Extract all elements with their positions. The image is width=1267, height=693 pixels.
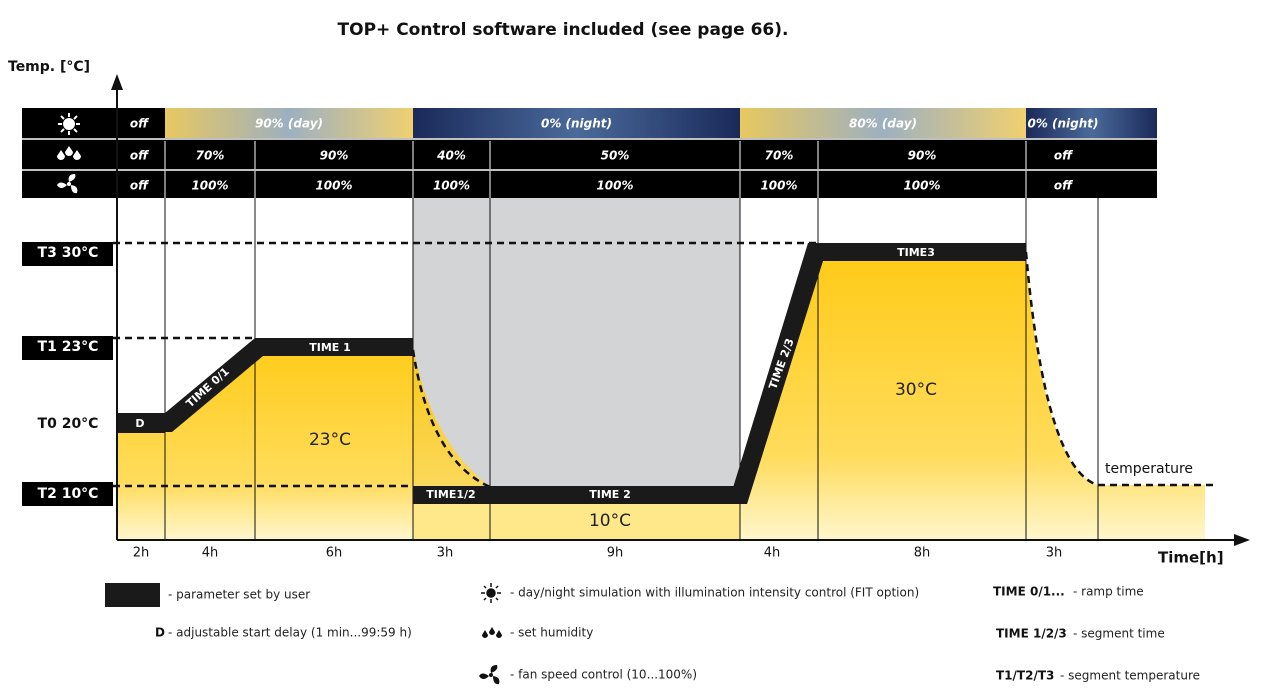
cell-text: 0% (night)	[541, 117, 612, 131]
duration-label: 4h	[764, 546, 781, 561]
cell-text: off	[1054, 179, 1073, 193]
segment-label: D	[135, 417, 144, 430]
segment-label: TIME 1	[309, 341, 351, 354]
region-label: 10°C	[589, 511, 631, 531]
night-area	[413, 198, 740, 488]
y-arrow	[111, 74, 123, 90]
duration-label: 9h	[607, 546, 624, 561]
duration-label: 8h	[914, 546, 931, 561]
legend-key: D	[155, 626, 165, 640]
cell-text: 80% (day)	[849, 117, 917, 131]
warm-area	[740, 261, 1205, 540]
cell-text: 90%	[320, 149, 349, 163]
temp-boxes	[22, 242, 113, 506]
legend-swatch	[105, 583, 160, 607]
curve-label: temperature	[1105, 461, 1193, 477]
cell-text: off	[130, 149, 149, 163]
y-axis-label: Temp. [°C]	[8, 59, 90, 75]
legend-text: - segment time	[1073, 627, 1165, 641]
profile	[117, 243, 1026, 504]
cell-text: 50%	[601, 149, 630, 163]
duration-label: 3h	[1046, 546, 1063, 561]
region-label: 23°C	[309, 430, 351, 450]
cell-text: 100%	[315, 179, 352, 193]
sun-icon	[58, 113, 80, 135]
duration-label: 4h	[202, 546, 219, 561]
legend-text: - segment temperature	[1060, 669, 1200, 683]
legend-fan-icon	[479, 665, 500, 685]
drops-icon	[57, 146, 81, 160]
segment-label: TIME1/2	[426, 488, 475, 501]
cell-text: off	[130, 179, 149, 193]
temperature-label: T1 23°C	[38, 339, 99, 355]
cell-text: 100%	[760, 179, 797, 193]
segment-label: TIME3	[897, 246, 935, 259]
legend-text: - parameter set by user	[168, 588, 310, 602]
legend-text: - day/night simulation with illumination…	[510, 586, 919, 600]
duration-label: 2h	[133, 546, 150, 561]
day-band	[165, 108, 413, 138]
temperature-label: T0 20°C	[38, 416, 99, 432]
x-axis-label: Time[h]	[1158, 549, 1224, 567]
cell-text: off	[130, 117, 149, 131]
night-band	[413, 108, 740, 138]
cell-text: 100%	[191, 179, 228, 193]
cell-text: 90% (day)	[255, 117, 323, 131]
cell-text: 40%	[436, 149, 466, 163]
row-dividers	[22, 138, 1157, 171]
fan-icon	[57, 174, 78, 194]
cell-text: 70%	[765, 149, 794, 163]
night-band	[1026, 108, 1157, 138]
cell-text: 100%	[433, 179, 470, 193]
legend-sun-icon	[481, 583, 501, 603]
reference-lines	[113, 241, 1215, 489]
cool-area	[413, 503, 740, 540]
x-arrow	[1234, 534, 1250, 546]
legend-drops-icon	[482, 627, 502, 638]
legend-text: - adjustable start delay (1 min...99:59 …	[168, 626, 412, 640]
legend-text: - fan speed control (10...100%)	[510, 668, 697, 682]
legend-text: - ramp time	[1073, 585, 1144, 599]
legend-key: TIME 1/2/3	[996, 627, 1067, 641]
cell-text: off	[1054, 149, 1073, 163]
temperature-label: T2 10°C	[38, 486, 99, 502]
cell-text: 70%	[196, 149, 225, 163]
day-band	[740, 108, 1026, 138]
legend-text: - set humidity	[510, 626, 593, 640]
title: TOP+ Control software included (see page…	[338, 20, 789, 40]
legend-key: T1/T2/T3	[996, 669, 1054, 683]
cell-text: 0% (night)	[1027, 117, 1098, 131]
segment-label: TIME 2	[589, 488, 631, 501]
cell-text: 100%	[596, 179, 633, 193]
cell-text: 90%	[908, 149, 937, 163]
column-lines	[164, 198, 1099, 540]
cell-text: 100%	[903, 179, 940, 193]
legend-key: TIME 0/1...	[993, 585, 1065, 599]
duration-label: 3h	[437, 546, 454, 561]
duration-label: 6h	[326, 546, 343, 561]
temperature-label: T3 30°C	[38, 245, 99, 261]
axes	[116, 85, 1238, 541]
region-label: 30°C	[895, 380, 937, 400]
